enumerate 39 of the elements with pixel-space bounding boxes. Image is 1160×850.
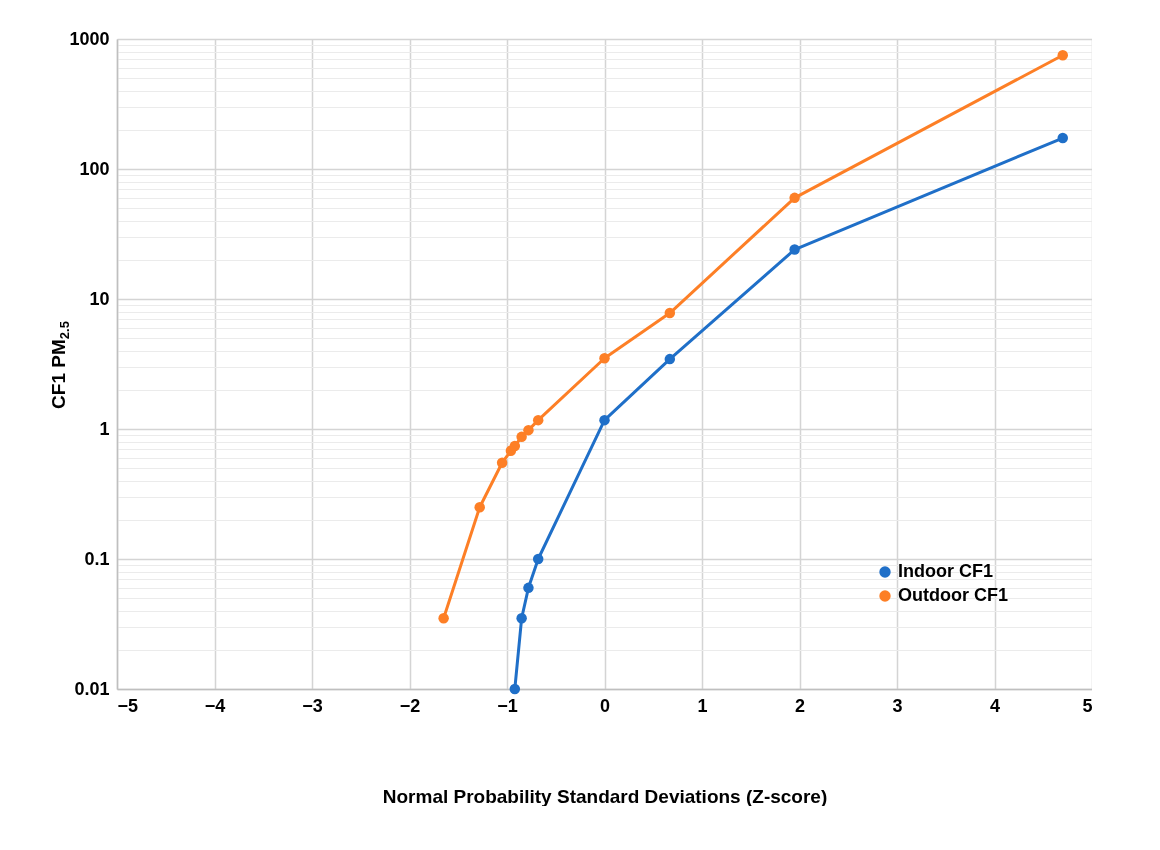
point xyxy=(599,414,610,426)
x-tick-label: 0 xyxy=(599,695,611,716)
point xyxy=(1057,50,1068,61)
point xyxy=(516,613,527,624)
x-tick-label: −2 xyxy=(399,695,421,716)
x-tick-label: 2 xyxy=(794,695,806,716)
point xyxy=(523,582,534,594)
point xyxy=(664,353,676,365)
point xyxy=(532,553,544,565)
y-tick-label: 1 xyxy=(99,418,110,439)
point xyxy=(496,457,508,468)
point xyxy=(1057,132,1068,144)
x-axis-title: Normal Probability Standard Deviations (Z-score) xyxy=(382,785,828,807)
y-tick-label: 1000 xyxy=(69,28,110,49)
x-tick-label: 3 xyxy=(892,695,903,716)
legend-label: Outdoor CF1 xyxy=(898,585,1008,605)
x-tick-label: −4 xyxy=(204,695,226,716)
point xyxy=(599,353,610,364)
x-tick-label: −1 xyxy=(497,695,518,716)
point xyxy=(532,414,544,426)
point xyxy=(789,244,800,255)
x-tick-label: −3 xyxy=(302,695,323,716)
y-tick-label: 10 xyxy=(89,288,110,309)
point xyxy=(523,424,534,436)
x-tick-label: 4 xyxy=(989,695,1001,716)
point xyxy=(509,683,521,695)
point xyxy=(509,440,521,452)
point xyxy=(664,307,676,319)
y-tick-label: 0.1 xyxy=(84,548,110,569)
x-tick-label: 1 xyxy=(697,695,708,716)
y-tick-label: 0.01 xyxy=(74,678,110,699)
point xyxy=(474,502,485,513)
point xyxy=(789,192,800,204)
legend-label: Indoor CF1 xyxy=(898,561,993,581)
point xyxy=(516,431,527,443)
point xyxy=(438,613,449,624)
x-tick-label: −5 xyxy=(117,695,139,716)
y-tick-label: 100 xyxy=(79,158,110,179)
x-tick-label: 5 xyxy=(1082,695,1093,716)
